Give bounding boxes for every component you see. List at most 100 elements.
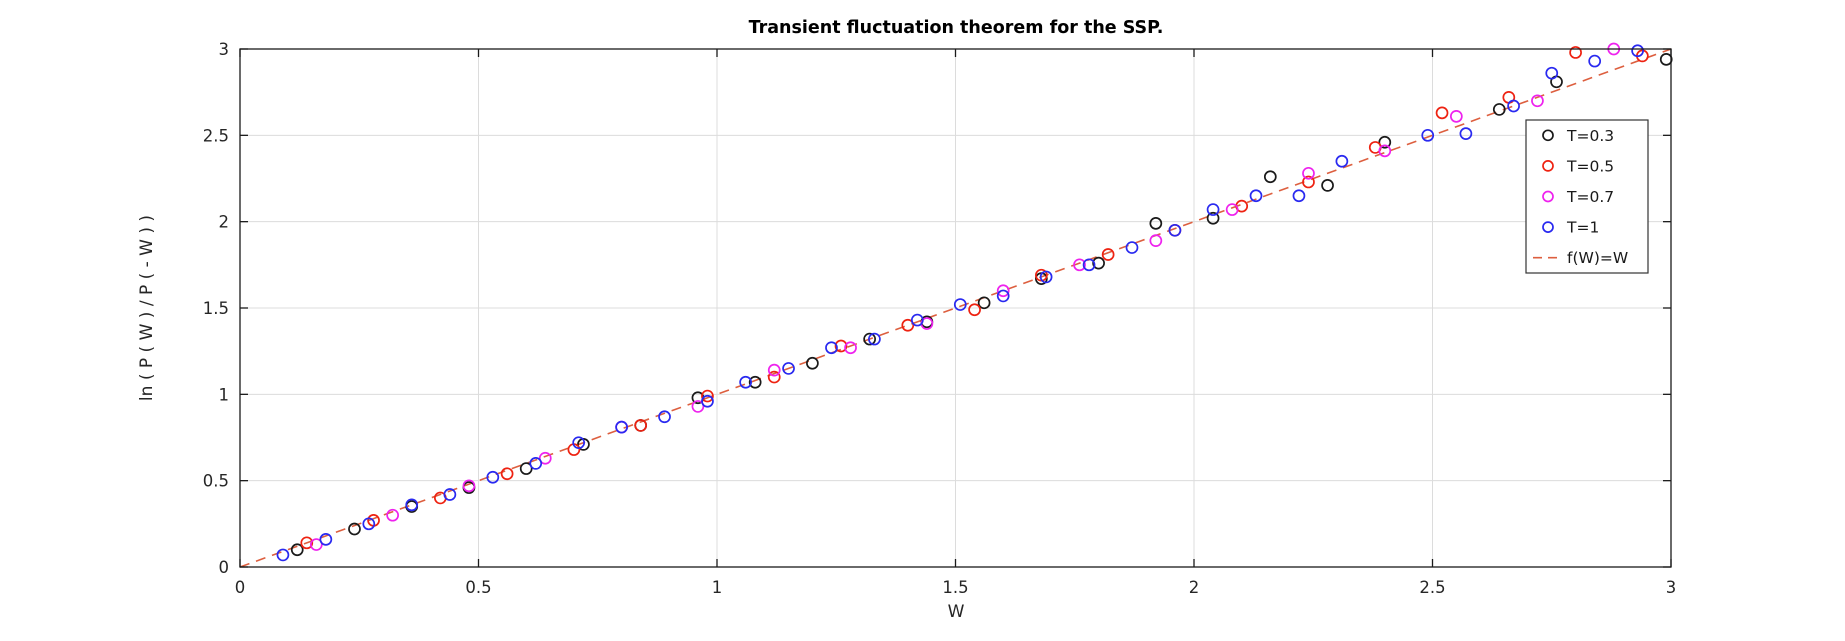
y-tick-label: 3	[219, 40, 230, 59]
x-tick-label: 2.5	[1419, 578, 1445, 597]
data-point	[1249, 189, 1263, 203]
data-point	[634, 419, 648, 432]
data-point	[844, 341, 857, 355]
data-point	[519, 462, 533, 475]
data-point	[701, 389, 714, 403]
data-point	[500, 467, 514, 481]
data-point	[1378, 135, 1392, 149]
x-tick-label: 0.5	[465, 578, 491, 597]
data-point	[615, 420, 628, 434]
y-axis-label: ln ( P ( W ) / P ( - W ) )	[137, 215, 157, 401]
data-point	[1206, 203, 1220, 216]
data-point	[968, 303, 981, 317]
data-point	[1435, 106, 1449, 120]
x-tick-label: 0	[235, 578, 246, 597]
data-point	[1588, 54, 1602, 68]
data-point	[443, 488, 457, 501]
y-tick-label: 0	[219, 558, 230, 577]
legend-marker	[1542, 129, 1554, 142]
legend-label: f(W)=W	[1567, 249, 1628, 267]
data-point	[1263, 170, 1277, 184]
data-point	[1149, 234, 1163, 248]
series-T1	[276, 44, 1644, 562]
data-point	[1302, 166, 1315, 180]
data-point	[1459, 127, 1473, 140]
data-point	[953, 298, 967, 311]
data-point	[1507, 99, 1520, 113]
data-point	[1206, 211, 1220, 225]
data-point	[868, 332, 881, 346]
data-point	[1082, 258, 1096, 272]
data-point	[300, 536, 314, 550]
data-point	[362, 517, 376, 531]
data-point	[901, 318, 915, 332]
data-point	[834, 339, 848, 353]
y-tick-label: 0.5	[203, 472, 229, 491]
y-tick-label: 1	[219, 385, 230, 404]
data-point	[1092, 256, 1105, 270]
data-point	[462, 479, 476, 493]
data-point	[1631, 44, 1644, 58]
data-point	[748, 375, 762, 389]
x-tick-label: 2	[1189, 578, 1200, 597]
legend-box	[1525, 119, 1649, 274]
data-point	[1302, 175, 1315, 189]
legend-marker	[1542, 190, 1554, 203]
chart-title: Transient fluctuation theorem for the SS…	[749, 18, 1164, 38]
data-point	[1335, 154, 1349, 168]
scatter-points-layer	[276, 42, 1673, 562]
x-axis-label: W	[948, 602, 965, 622]
data-point	[691, 400, 705, 413]
data-point	[782, 362, 795, 375]
data-point	[319, 533, 333, 546]
data-point	[1378, 144, 1392, 158]
data-point	[996, 289, 1010, 303]
data-point	[1039, 270, 1053, 284]
data-point	[910, 313, 924, 327]
data-point	[1321, 179, 1334, 192]
data-point	[996, 284, 1010, 298]
data-point	[1225, 203, 1239, 216]
axes: 0 0.5 1 1.5 2 2.5 3 0 0.5 1 1.5 2 2.5 3	[203, 40, 1677, 597]
data-point	[290, 543, 304, 557]
data-point	[348, 522, 361, 536]
y-tick-label: 2.5	[203, 126, 229, 145]
data-point	[486, 470, 500, 484]
data-point	[529, 457, 543, 470]
data-point	[767, 370, 781, 384]
legend-label: T=1	[1566, 219, 1599, 237]
data-point	[1101, 248, 1115, 261]
data-point	[309, 538, 323, 551]
legend-marker	[1542, 221, 1554, 233]
data-point	[1492, 103, 1506, 116]
data-point	[1125, 241, 1139, 254]
data-point	[538, 451, 552, 465]
x-tick-label: 3	[1666, 578, 1677, 597]
data-point	[1449, 109, 1463, 123]
data-point	[767, 363, 781, 377]
data-point	[1659, 53, 1673, 66]
legend: T=0.3 T=0.5 T=0.7 T=1 f(W)=W	[1525, 119, 1649, 274]
data-point	[806, 356, 819, 370]
y-tick-label: 2	[219, 213, 230, 232]
data-point	[405, 498, 419, 512]
data-point	[658, 410, 671, 424]
data-point	[1421, 128, 1435, 142]
x-tick-label: 1.5	[942, 578, 968, 597]
data-point	[1569, 46, 1582, 59]
series-T05	[300, 46, 1649, 550]
data-point	[701, 394, 714, 408]
x-tick-label: 1	[712, 578, 723, 597]
legend-label: T=0.7	[1566, 188, 1614, 206]
data-point	[1168, 223, 1182, 237]
data-point	[572, 436, 586, 450]
data-point	[863, 332, 876, 346]
data-point	[1531, 94, 1544, 108]
data-point	[825, 341, 838, 355]
legend-label: T=0.5	[1566, 157, 1614, 175]
y-tick-label: 1.5	[203, 299, 229, 318]
data-point	[386, 508, 399, 522]
data-point	[1292, 189, 1306, 203]
